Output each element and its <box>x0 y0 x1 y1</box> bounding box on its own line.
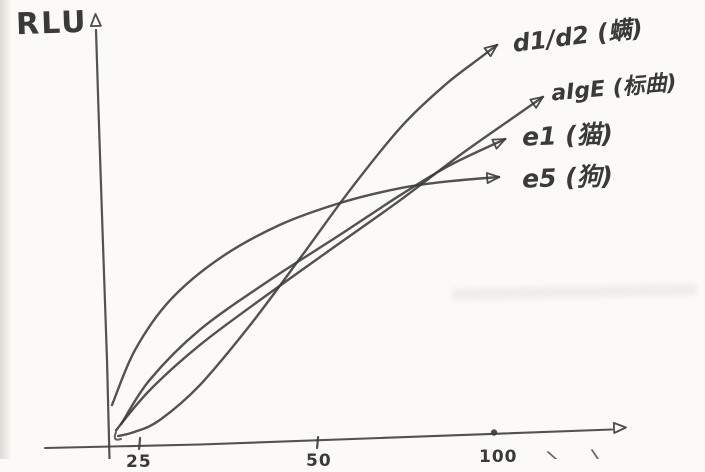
x-tick-label-100: 100 <box>479 447 518 467</box>
origin-pencil-hook <box>113 431 122 441</box>
series-label-e1: e1 (猫) <box>521 119 614 152</box>
chart-canvas <box>43 13 627 459</box>
curve-aige <box>114 95 545 432</box>
x-tick-dot-100 <box>490 429 498 436</box>
curve-arrow-e1-icon <box>491 138 507 150</box>
curve-arrow-d1d2-icon <box>483 43 498 58</box>
curve-e1 <box>120 137 507 426</box>
x-tick-label-25: 25 <box>126 452 152 472</box>
curve-arrow-e5-icon <box>485 172 501 184</box>
y-axis <box>94 28 111 459</box>
clipped-partial-mark <box>591 449 599 459</box>
clipped-partial-mark <box>547 451 557 459</box>
x-tick-25 <box>137 436 142 451</box>
curve-d1d2 <box>117 43 499 438</box>
y-axis-arrow-icon <box>89 13 102 27</box>
series-label-e5: e5 (狗) <box>521 161 614 194</box>
curve-arrow-aige-icon <box>529 96 544 109</box>
curve-e5 <box>110 175 501 407</box>
x-tick-50 <box>315 435 320 450</box>
y-axis-label: RLU <box>15 4 89 43</box>
x-tick-label-50: 50 <box>306 451 332 471</box>
x-axis-arrow-icon <box>612 422 627 434</box>
